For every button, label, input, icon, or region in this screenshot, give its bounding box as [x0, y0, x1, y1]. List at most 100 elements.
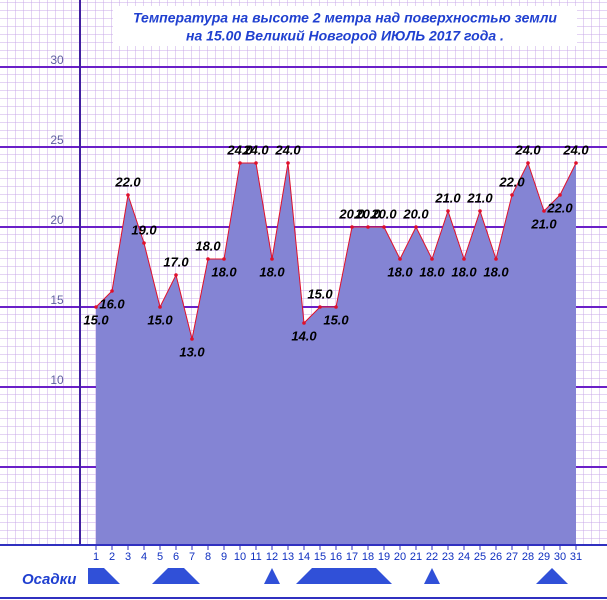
x-tick-label: 7 — [189, 551, 195, 563]
x-tick-label: 15 — [314, 551, 326, 563]
point — [318, 305, 322, 309]
point — [478, 209, 482, 213]
value-label: 17.0 — [163, 254, 189, 269]
x-tick-label: 26 — [490, 551, 502, 563]
value-label: 15.0 — [83, 312, 109, 327]
point — [222, 257, 226, 261]
point — [558, 193, 562, 197]
x-tick-label: 17 — [346, 551, 358, 563]
y-tick-label: 30 — [50, 53, 64, 67]
point — [430, 257, 434, 261]
y-tick-label: 25 — [50, 133, 64, 147]
point — [574, 161, 578, 165]
point — [286, 161, 290, 165]
x-tick-label: 24 — [458, 551, 470, 563]
value-label: 16.0 — [99, 296, 125, 311]
precip-marks — [88, 568, 568, 584]
point — [94, 305, 98, 309]
value-label: 13.0 — [179, 344, 205, 359]
x-tick-label: 27 — [506, 551, 518, 563]
value-label: 21.0 — [466, 190, 493, 205]
chart-title: Температура на высоте 2 метра над поверх… — [133, 10, 557, 26]
area — [96, 163, 576, 545]
point — [414, 225, 418, 229]
point — [254, 161, 258, 165]
x-tick-label: 28 — [522, 551, 534, 563]
x-tick-label: 11 — [250, 551, 261, 563]
y-tick-label: 15 — [50, 293, 64, 307]
point — [110, 289, 114, 293]
point — [334, 305, 338, 309]
value-label: 22.0 — [114, 174, 141, 189]
value-label: 20.0 — [338, 206, 365, 221]
value-label: 18.0 — [451, 264, 477, 279]
value-label: 18.0 — [259, 264, 285, 279]
x-tick-label: 12 — [266, 551, 278, 563]
title-box — [113, 6, 577, 46]
value-label: 22.0 — [546, 200, 573, 215]
value-label: 22.0 — [498, 174, 525, 189]
precip-label: Осадки — [22, 571, 76, 588]
x-tick-label: 1 — [93, 551, 99, 563]
value-label: 18.0 — [211, 264, 237, 279]
x-tick-label: 22 — [426, 551, 438, 563]
value-label: 24.0 — [242, 142, 269, 157]
x-tick-label: 30 — [554, 551, 566, 563]
point — [142, 241, 146, 245]
value-label: 15.0 — [147, 312, 173, 327]
x-tick-label: 20 — [394, 551, 406, 563]
point — [382, 225, 386, 229]
point — [446, 209, 450, 213]
x-tick-label: 29 — [538, 551, 550, 563]
point — [238, 161, 242, 165]
value-label: 20.0 — [354, 206, 381, 221]
point — [542, 209, 546, 213]
x-tick-label: 2 — [109, 551, 115, 563]
x-tick-label: 3 — [125, 551, 131, 563]
point — [126, 193, 130, 197]
value-label: 18.0 — [195, 238, 221, 253]
value-label: 24.0 — [226, 142, 253, 157]
x-tick-label: 21 — [410, 551, 422, 563]
x-tick-label: 5 — [157, 551, 163, 563]
chart-title: на 15.00 Великий Новгород ИЮЛЬ 2017 года… — [186, 28, 504, 44]
point — [302, 321, 306, 325]
y-tick-label: 20 — [50, 213, 64, 227]
point — [366, 225, 370, 229]
value-label: 19.0 — [131, 222, 157, 237]
x-tick-label: 31 — [570, 551, 582, 563]
value-label: 21.0 — [530, 216, 557, 231]
x-tick-label: 25 — [474, 551, 486, 563]
point — [206, 257, 210, 261]
point — [270, 257, 274, 261]
value-label: 18.0 — [419, 264, 445, 279]
value-label: 18.0 — [483, 264, 509, 279]
x-tick-label: 9 — [221, 551, 227, 563]
point — [174, 273, 178, 277]
x-tick-label: 13 — [282, 551, 294, 563]
value-label: 20.0 — [402, 206, 429, 221]
x-tick-label: 8 — [205, 551, 211, 563]
point — [190, 337, 194, 341]
value-label: 15.0 — [323, 312, 349, 327]
value-label: 15.0 — [307, 286, 333, 301]
point — [510, 193, 514, 197]
x-tick-label: 4 — [141, 551, 147, 563]
value-label: 24.0 — [274, 142, 301, 157]
point — [350, 225, 354, 229]
value-label: 14.0 — [291, 328, 317, 343]
point — [158, 305, 162, 309]
point — [526, 161, 530, 165]
x-tick-label: 10 — [234, 551, 246, 563]
x-tick-label: 14 — [298, 551, 310, 563]
point — [462, 257, 466, 261]
value-label: 24.0 — [562, 142, 589, 157]
x-tick-label: 19 — [378, 551, 390, 563]
value-label: 18.0 — [387, 264, 413, 279]
x-tick-label: 16 — [330, 551, 342, 563]
point — [494, 257, 498, 261]
x-tick-label: 23 — [442, 551, 454, 563]
x-tick-label: 6 — [173, 551, 179, 563]
value-label: 20.0 — [370, 206, 397, 221]
